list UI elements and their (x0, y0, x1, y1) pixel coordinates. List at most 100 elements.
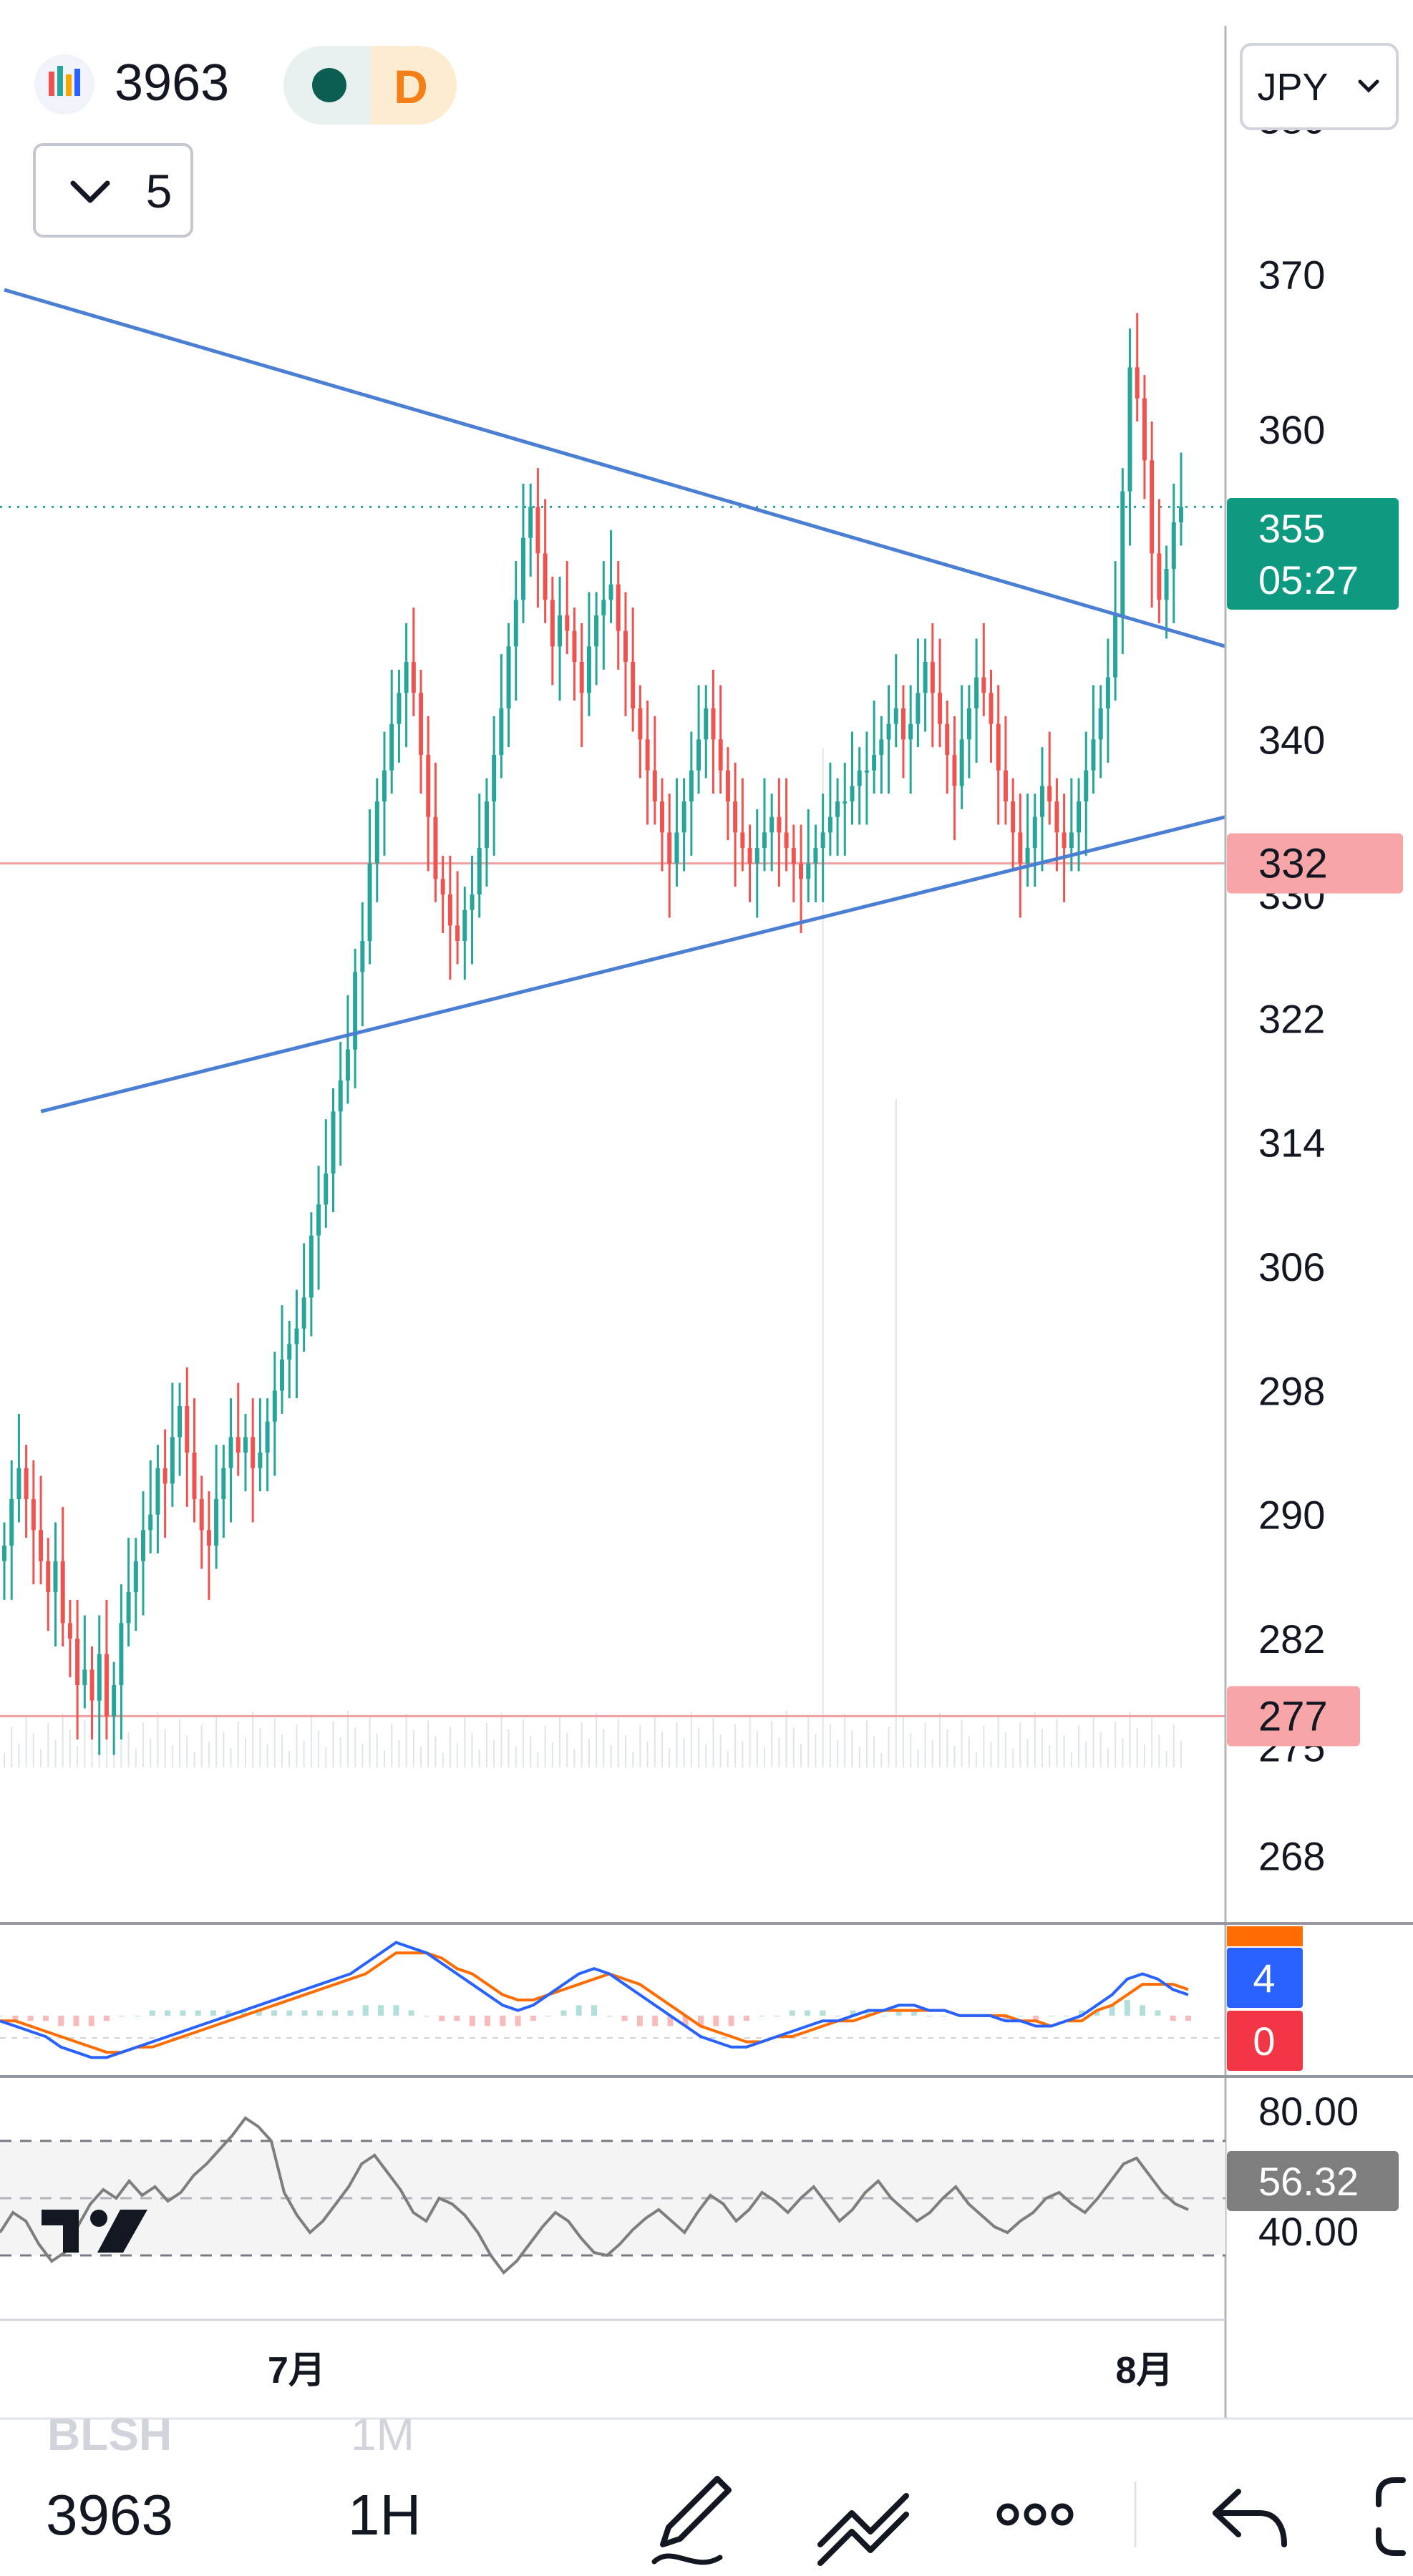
candle[interactable] (799, 824, 804, 934)
candle[interactable] (601, 561, 606, 670)
candle[interactable] (1091, 685, 1096, 794)
candle[interactable] (1032, 794, 1037, 887)
market-status-pill[interactable]: D (283, 46, 457, 125)
level-badge-high[interactable]: 332 (1227, 833, 1403, 894)
candle[interactable] (974, 638, 979, 763)
candle[interactable] (762, 778, 767, 872)
candle[interactable] (192, 1398, 197, 1523)
candle[interactable] (689, 731, 694, 856)
candle[interactable] (938, 638, 943, 748)
candle[interactable] (550, 576, 555, 686)
candle[interactable] (565, 561, 570, 655)
candle[interactable] (221, 1445, 226, 1538)
candle[interactable] (616, 561, 621, 670)
candle[interactable] (141, 1491, 146, 1616)
candle[interactable] (199, 1475, 204, 1569)
candle[interactable] (718, 685, 723, 794)
candle[interactable] (16, 1413, 21, 1523)
candle[interactable] (1054, 778, 1059, 872)
candle[interactable] (433, 762, 438, 902)
candle[interactable] (265, 1398, 270, 1492)
candle[interactable] (916, 638, 921, 748)
symbol-header[interactable]: 3963 (34, 54, 229, 114)
candle[interactable] (740, 778, 745, 872)
candle[interactable] (484, 778, 489, 887)
candle[interactable] (667, 794, 672, 918)
candle[interactable] (777, 778, 782, 887)
candle[interactable] (1025, 794, 1030, 887)
candle[interactable] (104, 1599, 109, 1740)
candle[interactable] (185, 1367, 190, 1507)
candle[interactable] (827, 762, 832, 856)
candle[interactable] (82, 1615, 87, 1709)
candle[interactable] (1120, 468, 1125, 655)
candle[interactable] (119, 1584, 124, 1740)
candle[interactable] (535, 468, 540, 608)
candle[interactable] (857, 747, 862, 825)
candle[interactable] (608, 530, 613, 623)
draw-pen-icon[interactable] (651, 2476, 732, 2565)
trendlines[interactable] (4, 288, 1226, 1113)
candle[interactable] (747, 824, 752, 902)
candle[interactable] (374, 778, 379, 902)
candle[interactable] (623, 592, 628, 716)
rsi-pane[interactable] (0, 2116, 1225, 2275)
candle[interactable] (1039, 747, 1044, 872)
candle[interactable] (367, 809, 372, 965)
candle[interactable] (170, 1382, 175, 1507)
candle[interactable] (46, 1538, 51, 1631)
bottom-toolbar[interactable]: BLSH 1M 3963 1H (0, 2409, 1413, 2566)
candle[interactable] (733, 762, 738, 887)
fullscreen-icon[interactable] (1376, 2477, 1406, 2556)
candle[interactable] (24, 1445, 29, 1538)
candle[interactable] (886, 685, 891, 794)
candle[interactable] (243, 1413, 248, 1492)
candle[interactable] (579, 623, 584, 748)
candle[interactable] (1142, 375, 1147, 499)
candle[interactable] (1171, 483, 1176, 623)
candle[interactable] (331, 1088, 336, 1213)
candle[interactable] (316, 1166, 321, 1290)
candle[interactable] (864, 731, 869, 825)
candle[interactable] (638, 685, 643, 779)
candle[interactable] (586, 592, 591, 716)
candle[interactable] (280, 1305, 285, 1414)
more-options-icon[interactable] (996, 2503, 1074, 2526)
candle[interactable] (900, 685, 905, 779)
candle[interactable] (528, 483, 533, 577)
trendline[interactable] (40, 815, 1226, 1113)
candle[interactable] (696, 685, 701, 794)
candle[interactable] (835, 778, 840, 856)
candle[interactable] (1157, 499, 1162, 623)
candle[interactable] (754, 809, 759, 918)
candle[interactable] (1164, 545, 1169, 639)
candle[interactable] (360, 902, 365, 1027)
candle[interactable] (9, 1460, 14, 1600)
candlestick-series[interactable] (2, 313, 1183, 1755)
candle[interactable] (872, 701, 877, 794)
candle[interactable] (1077, 778, 1082, 872)
candle[interactable] (287, 1320, 292, 1399)
candle[interactable] (843, 762, 848, 856)
candle[interactable] (989, 669, 994, 763)
candle[interactable] (53, 1522, 58, 1646)
candle[interactable] (945, 701, 950, 794)
candle[interactable] (499, 654, 504, 779)
candle[interactable] (1135, 313, 1140, 422)
candle[interactable] (1084, 731, 1089, 856)
candle[interactable] (492, 716, 497, 856)
candle[interactable] (1150, 421, 1155, 608)
candle[interactable] (419, 669, 424, 794)
candle[interactable] (806, 809, 811, 902)
candle[interactable] (660, 778, 665, 872)
candle[interactable] (258, 1398, 263, 1492)
candle[interactable] (1062, 794, 1067, 902)
candle[interactable] (952, 716, 957, 841)
candle[interactable] (725, 747, 730, 841)
candle[interactable] (1179, 452, 1183, 546)
toolbar-symbol-button[interactable]: 3963 (46, 2483, 173, 2547)
candle[interactable] (338, 1041, 343, 1166)
candle[interactable] (966, 685, 971, 779)
candle[interactable] (1018, 794, 1023, 918)
